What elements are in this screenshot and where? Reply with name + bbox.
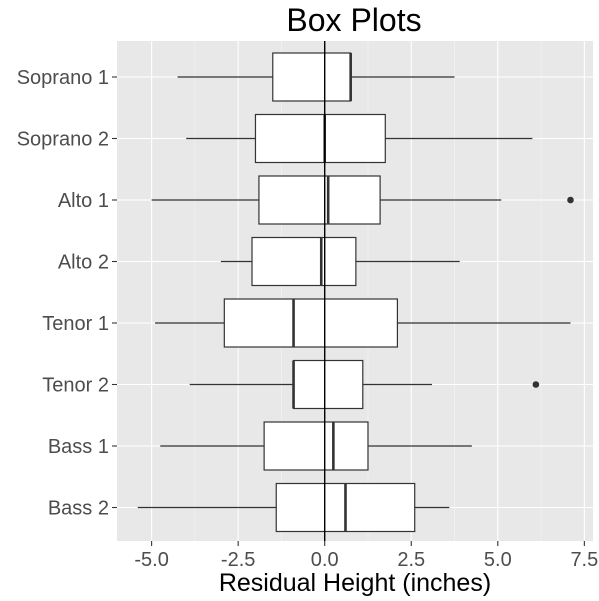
y-ticks: Soprano 1 Soprano 2 Alto 1 Alto 2 Tenor 1 Ten… [17, 67, 117, 520]
box-iqr [292, 359, 364, 410]
outlier-point [567, 196, 574, 204]
box-alto-1 [151, 175, 574, 225]
box-iqr [251, 236, 357, 287]
x-tick-label: 0.0 [311, 549, 339, 571]
box-iqr [272, 52, 352, 102]
x-tick-label: 2.5 [397, 549, 425, 571]
box-bass-2 [137, 482, 450, 533]
outlier-point [532, 381, 540, 388]
x-tick-label: -5.0 [134, 549, 168, 571]
x-tick-label: 5.0 [484, 549, 512, 571]
x-tick-label: -2.5 [221, 549, 255, 571]
y-tick-label: Soprano 1 [17, 67, 109, 89]
box-layer [137, 52, 574, 533]
box-bass-1 [160, 421, 472, 471]
box-iqr [223, 298, 399, 348]
y-tick-label: Soprano 2 [17, 129, 109, 151]
box-iqr [254, 113, 386, 164]
box-tenor-2 [189, 359, 540, 410]
y-tick-label: Bass 1 [48, 436, 109, 458]
y-tick-label: Alto 2 [58, 252, 109, 274]
y-tick-label: Bass 2 [48, 498, 109, 520]
x-tick-label: 7.5 [570, 549, 598, 571]
y-tick-label: Tenor 2 [42, 375, 109, 397]
x-axis-title: Residual Height (inches) [219, 569, 491, 597]
box-alto-2 [220, 236, 460, 287]
box-tenor-1 [155, 298, 571, 348]
y-tick-label: Alto 1 [58, 190, 109, 212]
box-iqr [258, 175, 381, 225]
box-soprano-1 [177, 52, 455, 102]
chart-title: Box Plots [286, 2, 422, 38]
x-ticks: -5.0 -2.5 0.0 2.5 5.0 7.5 [134, 541, 598, 571]
y-tick-label: Tenor 1 [42, 313, 109, 335]
box-iqr [263, 421, 369, 471]
